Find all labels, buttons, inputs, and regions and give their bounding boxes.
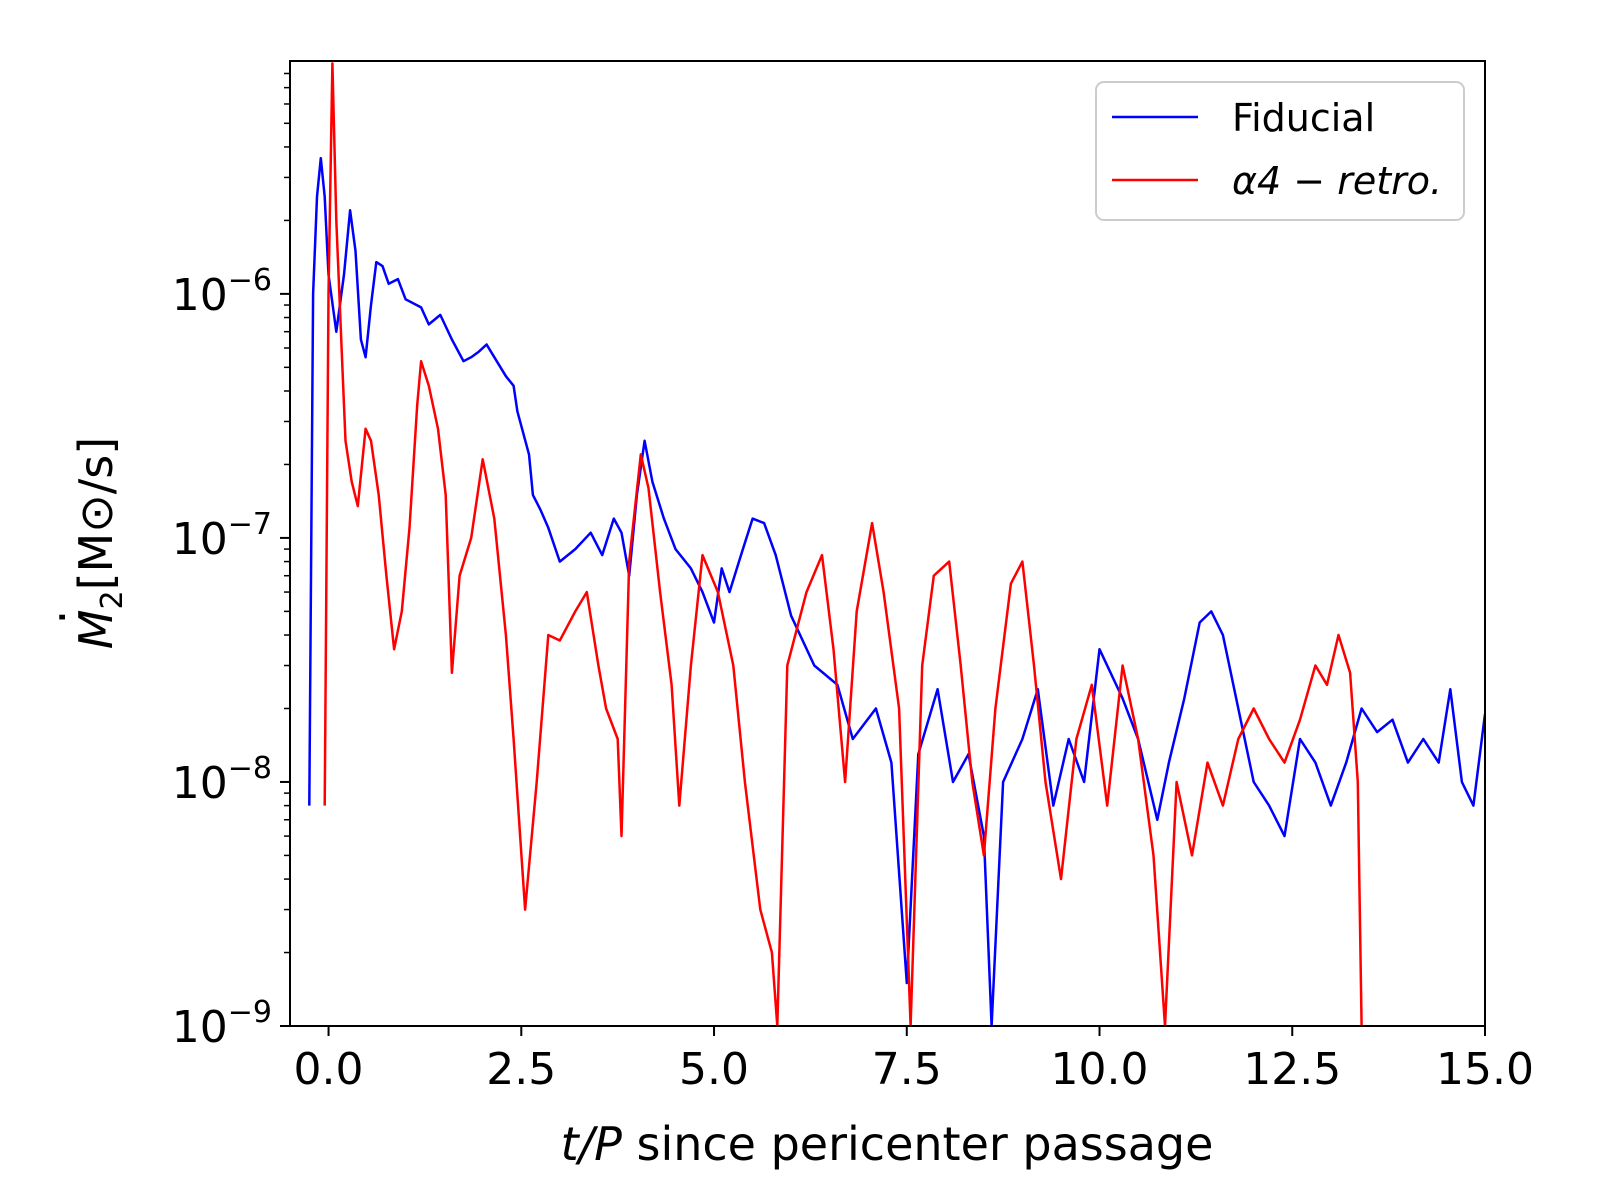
- y-axis-label: M2[M⊙/s] ·: [35, 437, 130, 649]
- series-line-alpha4-retro: [323, 62, 1363, 1026]
- x-tick-label: 15.0: [1436, 1044, 1534, 1095]
- plot-frame: [289, 60, 1486, 1027]
- y-tick-label: 10−8: [172, 751, 272, 809]
- series-line-fiducial: [308, 156, 1485, 1026]
- y-tick-label: 10−9: [172, 995, 272, 1053]
- y-axis-label-dot: ·: [35, 610, 89, 625]
- legend-label-alpha4-retro: α4 − retro.: [1232, 159, 1442, 203]
- legend: Fiducial α4 − retro.: [1095, 81, 1465, 221]
- y-tick-label: 10−7: [172, 507, 272, 565]
- x-tick-label: 12.5: [1243, 1044, 1341, 1095]
- x-axis-label: t/P since pericenter passage: [561, 1117, 1214, 1171]
- y-axis-minor-ticks: [284, 72, 290, 954]
- x-tick-label: 7.5: [872, 1044, 942, 1095]
- y-axis-ticks: 10−6 10−7 10−8 10−9: [172, 263, 290, 1053]
- x-axis-ticks: 0.0 2.5 5.0 7.5 10.0 12.5 15.0: [294, 1026, 1534, 1095]
- x-tick-label: 5.0: [679, 1044, 749, 1095]
- svg-text:M2[M⊙/s]: M2[M⊙/s]: [69, 437, 130, 649]
- x-tick-label: 10.0: [1051, 1044, 1149, 1095]
- x-tick-label: 2.5: [486, 1044, 556, 1095]
- legend-label-fiducial: Fiducial: [1232, 96, 1375, 140]
- x-tick-label: 0.0: [294, 1044, 364, 1095]
- y-tick-label: 10−6: [172, 263, 272, 321]
